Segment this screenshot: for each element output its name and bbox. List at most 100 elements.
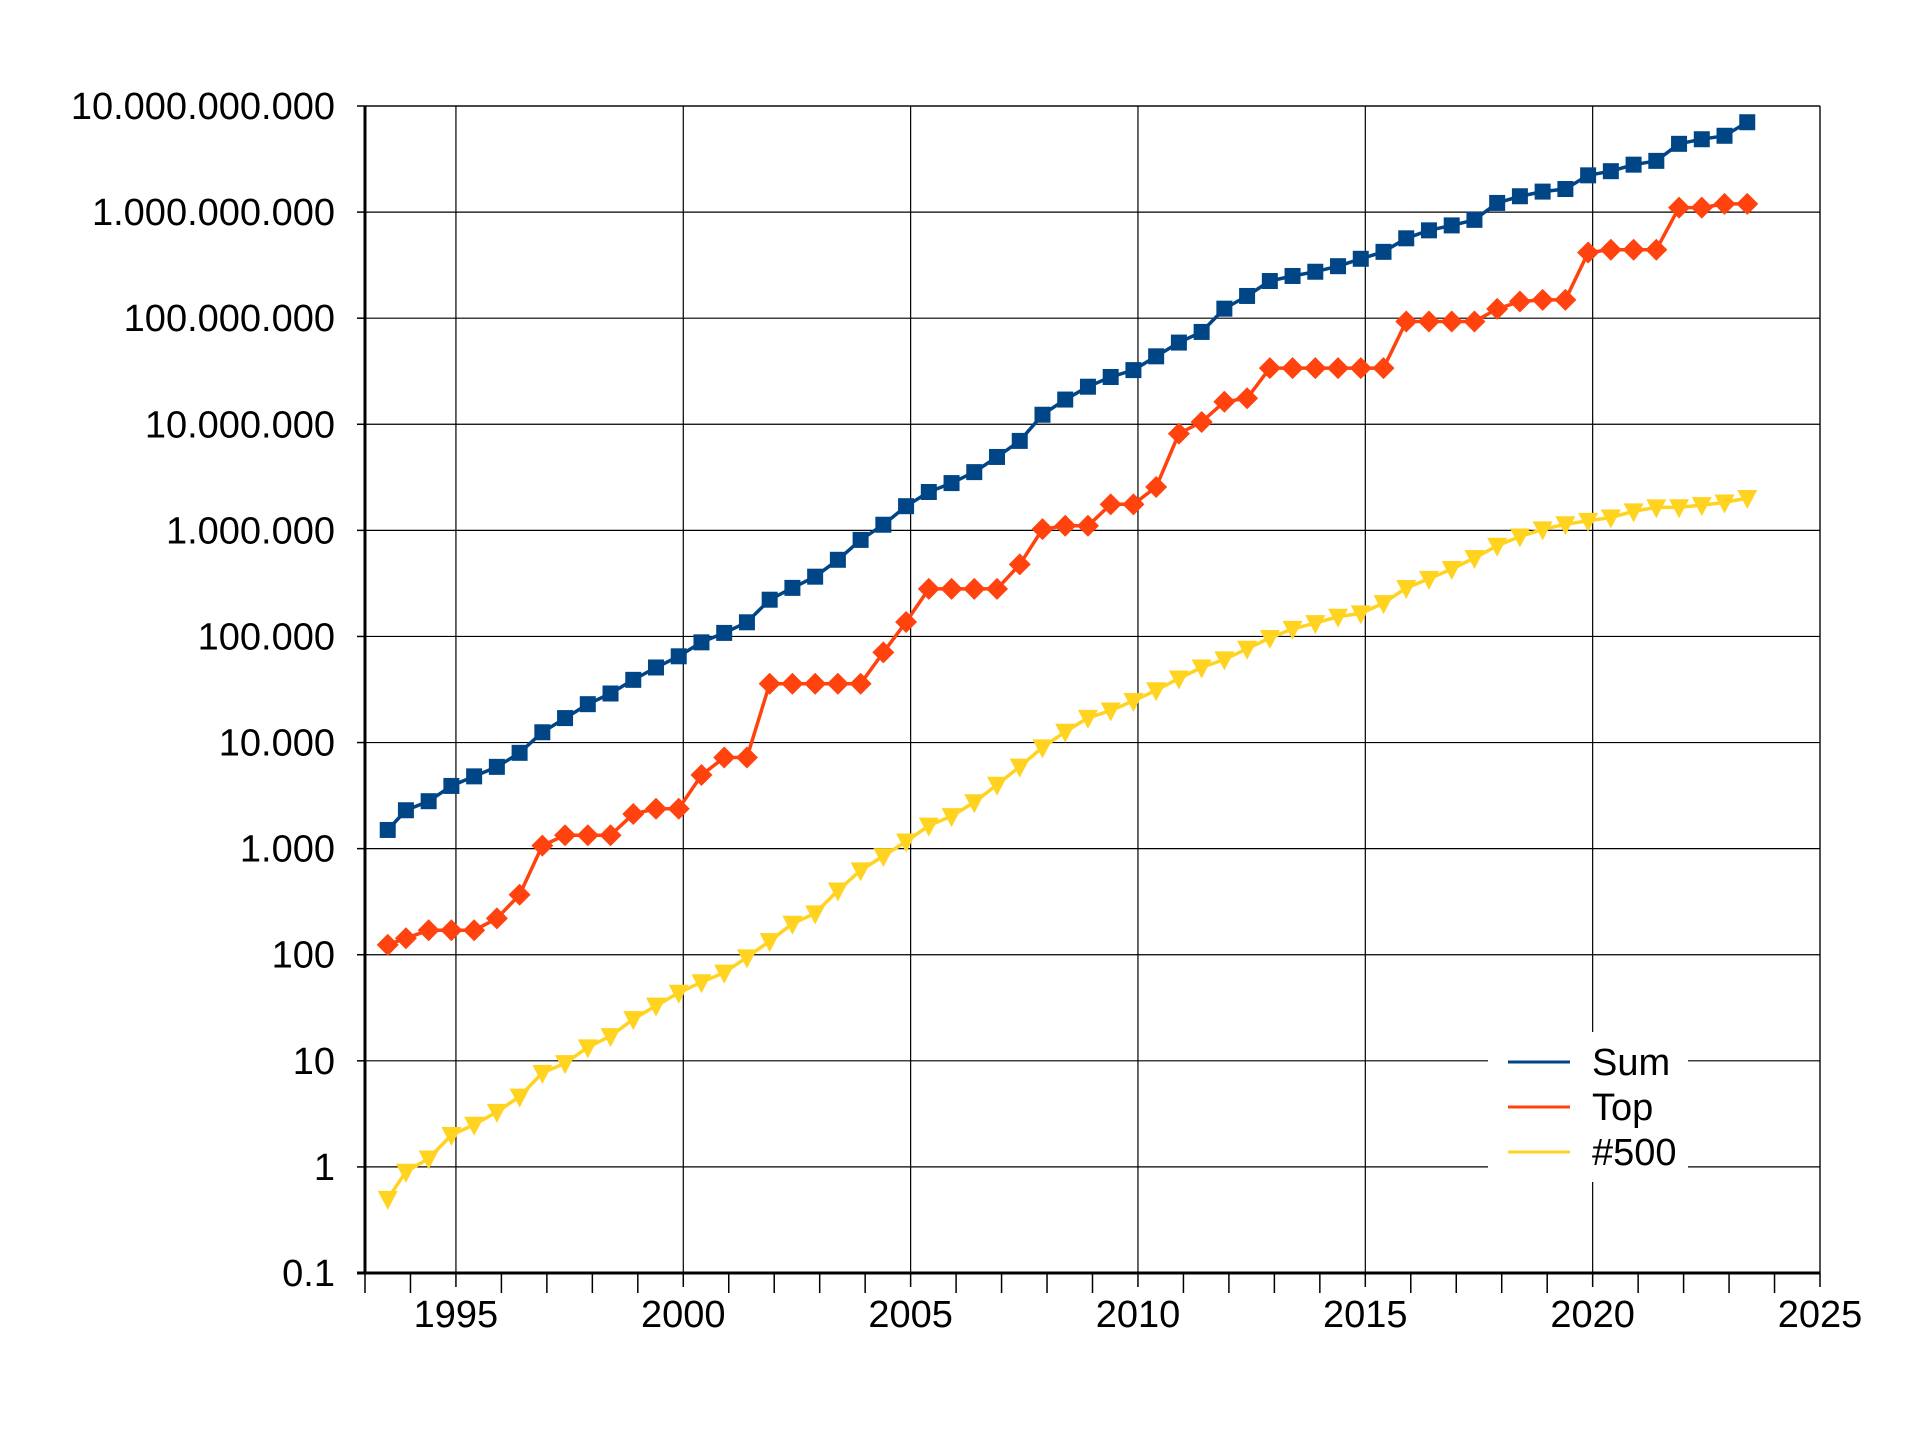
data-point [1077,709,1098,729]
data-point [1646,499,1667,519]
data-point [827,882,848,902]
data-point [986,577,1009,600]
data-point [1736,192,1759,215]
data-point [377,1190,398,1210]
data-point [622,802,645,825]
data-point [1531,288,1554,311]
data-point [1057,391,1074,408]
data-point [376,933,399,956]
data-point [758,672,781,695]
data-point [1168,670,1189,690]
data-point [1716,127,1733,144]
data-point [736,949,757,969]
data-point [1259,630,1280,650]
data-point [646,997,666,1017]
legend-label: Sum [1592,1042,1670,1084]
legend-label: #500 [1592,1132,1677,1174]
data-point [759,933,780,953]
data-point [1714,494,1735,514]
data-point [852,531,869,548]
data-point [1375,243,1392,260]
data-point [1463,310,1486,333]
data-point [602,685,619,702]
data-point [964,794,985,814]
data-point [1054,514,1077,537]
data-point [395,1163,416,1183]
data-point [1443,217,1460,234]
data-point [1554,288,1577,311]
data-point [443,777,460,794]
data-point [600,1028,621,1048]
x-tick-label: 2025 [1778,1294,1863,1336]
x-tick-labels: 1995 2000 2005 2010 2015 2020 2025 [414,1294,1863,1336]
x-tick-label: 1995 [414,1294,499,1336]
series-layer [376,114,1759,1210]
data-point [1034,406,1051,423]
data-point [1691,497,1712,517]
data-point [1648,152,1665,169]
data-point [872,641,895,664]
data-point [1032,739,1053,759]
y-tick-label: 1 [314,1147,335,1189]
data-point [1623,503,1644,523]
data-point [1122,493,1145,516]
data-point [441,1126,462,1146]
data-point [1509,528,1530,548]
data-point [1599,238,1622,261]
data-point [1076,514,1099,537]
data-point [577,1039,598,1059]
data-point [1580,167,1597,184]
data-point [1328,608,1349,628]
data-point [1625,156,1642,173]
data-point [690,764,713,787]
data-point [1349,357,1372,380]
data-point [784,579,801,596]
y-tick-label: 100.000 [198,616,335,658]
data-point [1602,163,1619,180]
data-point [1532,521,1553,541]
data-point [1350,605,1371,625]
data-point [966,464,983,481]
data-point [738,614,755,631]
data-point [554,824,577,847]
data-point [1577,241,1600,264]
data-point [1281,357,1304,380]
data-point [1578,512,1599,532]
data-point [1193,323,1210,340]
axes [357,105,1821,1293]
data-point [940,577,963,600]
data-point [1373,595,1394,615]
data-point [394,927,417,950]
data-point [1213,390,1236,413]
data-point [1352,250,1369,267]
data-point [1420,222,1437,239]
data-point [668,984,689,1004]
data-point [1396,580,1417,600]
data-point [1418,570,1439,590]
data-point [804,672,827,695]
data-point [1487,537,1508,557]
data-point [625,671,642,688]
data-point [379,821,396,838]
data-point [1398,230,1415,247]
y-tick-label: 10.000.000 [145,404,335,446]
data-point [1100,702,1121,722]
data-point [534,724,551,741]
data-point [781,672,804,695]
data-point [463,919,486,942]
data-point [829,551,846,568]
data-point [1099,493,1122,516]
data-point [826,672,849,695]
data-point [896,833,917,853]
data-point [1236,387,1259,410]
data-point [508,883,531,906]
data-point [420,793,437,810]
data-point [1191,659,1212,679]
data-point [1737,489,1758,509]
data-point [1330,258,1347,275]
x-tick-label: 2005 [868,1294,953,1336]
data-point [989,448,1006,465]
data-point [782,915,803,935]
data-point [623,1011,644,1031]
